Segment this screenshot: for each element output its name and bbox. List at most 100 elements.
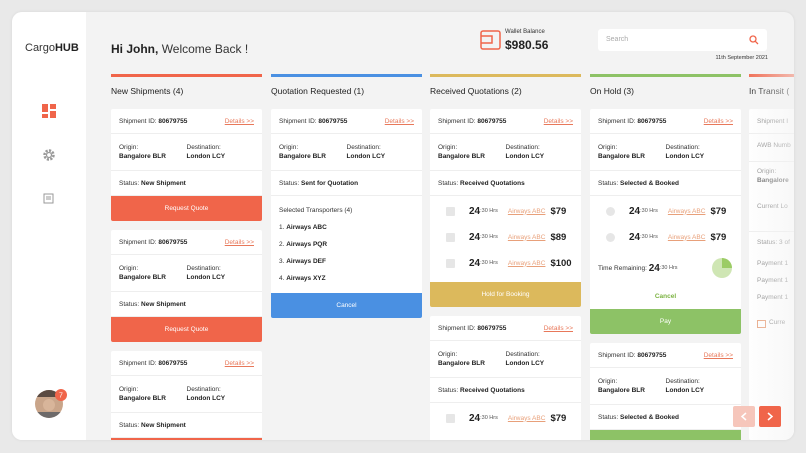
origin: Origin: Bangalore BLR <box>438 143 506 161</box>
quote-hours: 24 <box>629 231 641 243</box>
documents-icon[interactable] <box>43 193 55 205</box>
quote-row[interactable]: 24:30 Hrs Airways ABC $79 <box>430 198 581 224</box>
shipment-id-row: Shipment ID: 80679755 Details >> <box>111 109 262 134</box>
destination-label: Destination: <box>186 265 221 272</box>
radio[interactable] <box>606 206 615 216</box>
quote-row[interactable]: 24:30 Hrs Airways ABC $79 <box>590 198 741 224</box>
cancel-link[interactable]: Cancel <box>654 292 677 300</box>
action-button[interactable] <box>590 430 741 440</box>
wallet-balance: $980.56 <box>505 38 549 52</box>
status-row: Status: New Shipment <box>111 171 262 196</box>
destination-value: London LCY <box>505 153 545 160</box>
carrier-link[interactable]: Airways ABC <box>507 233 546 241</box>
search-icon[interactable] <box>749 35 759 45</box>
details-link[interactable]: Details >> <box>384 117 414 125</box>
status-value: New Shipment <box>141 300 186 308</box>
checkbox[interactable] <box>446 232 455 242</box>
action-button[interactable] <box>111 438 262 440</box>
checkbox[interactable] <box>446 439 455 440</box>
column-title: Quotation Requested (1) <box>271 86 365 96</box>
details-link[interactable]: Details >> <box>543 117 573 125</box>
column: Received Quotations (2) Shipment ID: 8067… <box>430 12 581 440</box>
status-row: Status: Sent for Quotation <box>271 171 422 196</box>
status-label: Status: <box>438 179 459 187</box>
carrier-link[interactable]: Airways ABC <box>507 414 546 422</box>
settings-icon[interactable] <box>42 148 56 162</box>
search-box[interactable]: Search <box>598 29 767 51</box>
shipment-id-value: 80679755 <box>158 117 188 125</box>
origin-value: Bangalore BLR <box>279 153 326 160</box>
search-placeholder: Search <box>606 36 629 43</box>
radio[interactable] <box>606 232 615 242</box>
origin-label: Origin: <box>438 351 458 358</box>
status-row: Status: Selected & Booked <box>590 171 741 196</box>
column: Quotation Requested (1) Shipment ID: 8067… <box>271 12 422 440</box>
origin-label: Origin: <box>279 144 299 151</box>
checkbox[interactable] <box>446 413 455 423</box>
details-link[interactable]: Details >> <box>543 324 573 332</box>
route-row: Origin: Bangalore BLR Destination: London L… <box>430 341 581 378</box>
carrier-link[interactable]: Airways ABC <box>667 207 706 215</box>
details-link[interactable]: Details >> <box>224 238 254 246</box>
action-button[interactable]: Pay <box>590 309 741 334</box>
quote-hours: 24 <box>629 205 641 217</box>
transporter: 3. Airways DEF <box>279 253 414 270</box>
quote-hours: 24 <box>469 205 481 217</box>
origin-value: Bangalore BLR <box>598 387 645 394</box>
column: In Transit (Shipment IAWB NumbOrigin:Ban… <box>749 12 794 440</box>
carrier-link[interactable]: Airways ABC <box>507 207 546 215</box>
quote-row[interactable]: 24:30 Hrs Airways ABC $79 <box>590 224 741 250</box>
carrier-link[interactable]: Airways ABC <box>667 233 706 241</box>
carrier-link[interactable]: Airways ABC <box>507 259 546 267</box>
action-button[interactable]: Hold for Booking <box>430 282 581 307</box>
wallet-icon[interactable] <box>480 29 502 51</box>
column-title: On Hold (3) <box>590 86 634 96</box>
checkbox[interactable] <box>446 258 455 268</box>
details-link[interactable]: Details >> <box>224 359 254 367</box>
prev-page-button[interactable] <box>733 406 755 427</box>
status-value: Sent for Quotation <box>301 179 359 187</box>
destination-value: London LCY <box>186 274 226 281</box>
transporter-name: Airways PQR <box>286 241 328 248</box>
details-link[interactable]: Details >> <box>703 117 733 125</box>
destination-label: Destination: <box>186 386 221 393</box>
action-button[interactable]: Request Quote <box>111 196 262 221</box>
next-page-button[interactable] <box>759 406 781 427</box>
origin-value: Bangalore BLR <box>598 153 645 160</box>
status-label: Status: <box>119 179 140 187</box>
destination: Destination: London LCY <box>347 143 415 161</box>
details-link[interactable]: Details >> <box>224 117 254 125</box>
quote-row[interactable]: 24:30 Hrs Airways ABC $79 <box>430 405 581 431</box>
route-row: Origin: Bangalore BLR Destination: London L… <box>111 376 262 413</box>
avatar[interactable]: 7 <box>34 388 70 420</box>
action-button[interactable]: Request Quote <box>111 317 262 342</box>
destination-label: Destination: <box>186 144 221 151</box>
time-label: Time Remaining: <box>598 264 647 272</box>
shipment-id-label: Shipment ID: <box>119 238 157 246</box>
logo[interactable]: CargoHUB <box>25 42 79 54</box>
transporters: Selected Transporters (4) 1. Airways ABC 2… <box>271 196 422 293</box>
dashboard-icon[interactable] <box>42 104 56 118</box>
card-list: Shipment ID: 80679755 Details >> Origin: Ba… <box>111 109 262 440</box>
shipment-id-row: Shipment ID: 80679755 Details >> <box>590 109 741 134</box>
checkbox[interactable] <box>446 206 455 216</box>
origin: Origin: Bangalore BLR <box>598 143 666 161</box>
details-link[interactable]: Details >> <box>703 351 733 359</box>
destination-value: London LCY <box>505 360 545 367</box>
shipment-id-label: Shipment ID: <box>598 117 636 125</box>
action-button[interactable]: Cancel <box>271 293 422 318</box>
shipment-id-row: Shipment ID: 80679755 Details >> <box>111 230 262 255</box>
status-label: Status: <box>279 179 300 187</box>
destination-value: London LCY <box>186 153 226 160</box>
transporter: 1. Airways ABC <box>279 219 414 236</box>
greeting-name: Hi John, <box>111 42 159 56</box>
transporter: 2. Airways PQR <box>279 236 414 253</box>
destination-value: London LCY <box>665 387 705 394</box>
quote-row[interactable]: 24:30 Hrs Airways ABC $100 <box>430 250 581 276</box>
shipment-card: Shipment ID: 80679755 Details >> Origin: Ba… <box>111 230 262 342</box>
